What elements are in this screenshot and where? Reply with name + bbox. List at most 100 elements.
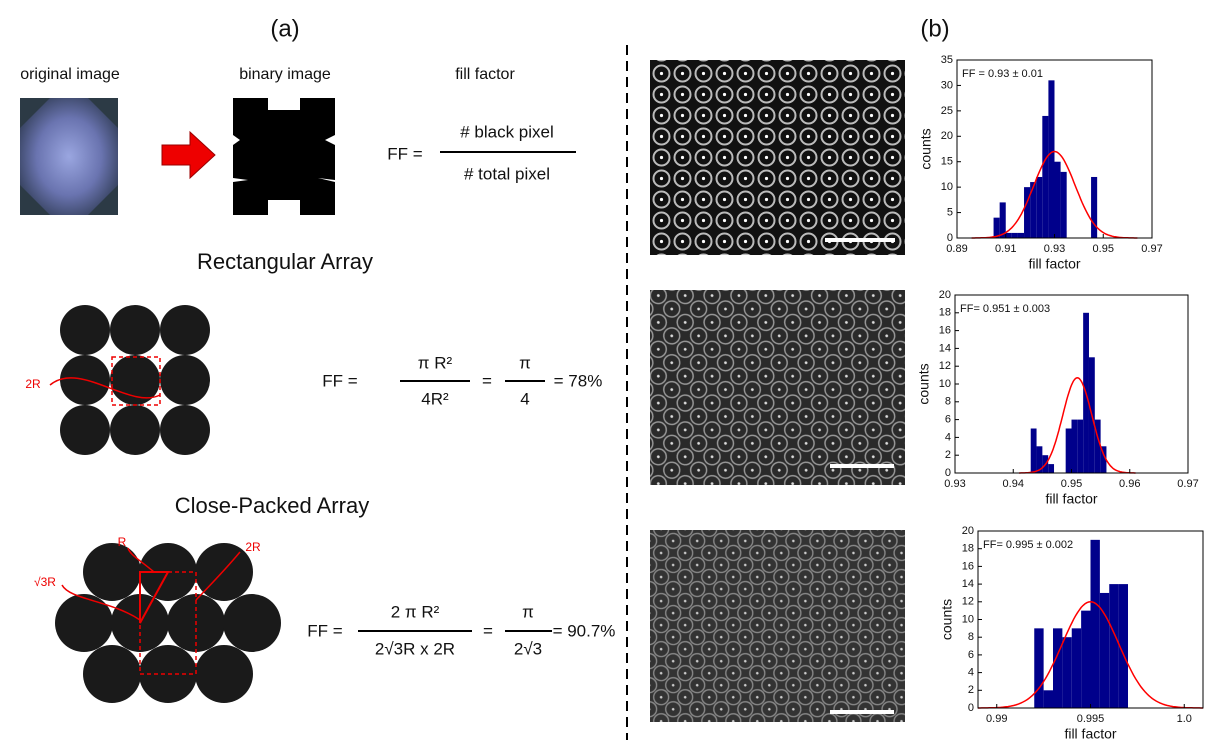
x-axis-label: fill factor bbox=[1028, 256, 1080, 272]
y-tick-label: 20 bbox=[941, 130, 953, 142]
formula-numerator: # black pixel bbox=[460, 122, 554, 141]
histograms: 0 5 10 15 20 25 30 35 0.89 0.91 0.93 0.95 0.97 fill f… bbox=[916, 54, 1203, 742]
y-tick-label: 14 bbox=[962, 578, 974, 590]
formula-denominator: 2√3R x 2R bbox=[375, 639, 455, 658]
y-tick-label: 15 bbox=[941, 156, 953, 168]
x-tick-label: 0.97 bbox=[1141, 243, 1162, 255]
y-tick-label: 0 bbox=[968, 702, 974, 714]
x-tick-label: 0.89 bbox=[946, 243, 967, 255]
y-tick-label: 30 bbox=[941, 79, 953, 91]
section-title: Close-Packed Array bbox=[175, 493, 369, 518]
annotation: FF= 0.995 ± 0.002 bbox=[983, 539, 1073, 551]
annotation: FF= 0.951 ± 0.003 bbox=[960, 303, 1050, 315]
formula-numerator: 2 π R² bbox=[391, 602, 440, 621]
x-tick-label: 0.95 bbox=[1093, 243, 1114, 255]
formula-denominator: 4R² bbox=[421, 389, 449, 408]
bar bbox=[1034, 628, 1043, 708]
y-tick-label: 12 bbox=[939, 360, 951, 372]
formula-denominator: 4 bbox=[520, 389, 529, 408]
y-tick-label: 2 bbox=[968, 684, 974, 696]
y-tick-label: 16 bbox=[962, 560, 974, 572]
formula-denominator: 2√3 bbox=[514, 639, 542, 658]
panel-label: (b) bbox=[920, 15, 949, 42]
bar bbox=[1048, 80, 1054, 238]
x-tick-label: 0.97 bbox=[1177, 478, 1198, 490]
formula-numerator: π R² bbox=[418, 353, 453, 372]
bar bbox=[1042, 116, 1048, 238]
bar bbox=[1062, 637, 1071, 708]
x-tick-label: 0.93 bbox=[1044, 243, 1065, 255]
y-tick-label: 6 bbox=[968, 649, 974, 661]
dimension-label: 2R bbox=[25, 377, 41, 391]
figure: (a) original image binary image fill fac… bbox=[0, 0, 1217, 747]
y-tick-label: 10 bbox=[941, 181, 953, 193]
x-tick-label: 0.94 bbox=[1003, 478, 1024, 490]
section-title: Rectangular Array bbox=[197, 249, 373, 274]
formula-lhs: FF = bbox=[387, 144, 422, 163]
formula-equals: = bbox=[482, 371, 492, 390]
bar bbox=[1066, 429, 1072, 474]
y-axis-label: counts bbox=[916, 363, 932, 404]
formula-numerator: π bbox=[519, 353, 531, 372]
x-tick-label: 0.91 bbox=[995, 243, 1016, 255]
bar bbox=[1031, 429, 1037, 474]
x-tick-label: 0.99 bbox=[986, 713, 1007, 725]
bar bbox=[1024, 187, 1030, 238]
bar bbox=[1091, 540, 1100, 708]
y-tick-label: 14 bbox=[939, 342, 951, 354]
x-tick-label: 1.0 bbox=[1177, 713, 1192, 725]
y-axis-label: counts bbox=[918, 128, 934, 169]
x-tick-label: 0.93 bbox=[944, 478, 965, 490]
y-tick-label: 6 bbox=[945, 414, 951, 426]
x-tick-label: 0.995 bbox=[1077, 713, 1105, 725]
y-tick-label: 16 bbox=[939, 325, 951, 337]
annotation: FF = 0.93 ± 0.01 bbox=[962, 68, 1043, 80]
micrograph bbox=[650, 290, 905, 485]
y-tick-label: 35 bbox=[941, 54, 953, 66]
arrow bbox=[162, 132, 215, 178]
bar bbox=[1109, 584, 1118, 708]
y-tick-label: 8 bbox=[968, 631, 974, 643]
y-tick-label: 18 bbox=[939, 307, 951, 319]
y-tick-label: 10 bbox=[939, 378, 951, 390]
y-tick-label: 8 bbox=[945, 396, 951, 408]
bar bbox=[1006, 233, 1012, 238]
x-axis-label: fill factor bbox=[1064, 726, 1116, 742]
image-label: fill factor bbox=[455, 66, 515, 83]
y-axis-label: counts bbox=[939, 599, 955, 640]
original-image bbox=[20, 98, 118, 215]
y-tick-label: 25 bbox=[941, 105, 953, 117]
dimension-label: 2R bbox=[245, 540, 261, 554]
binary-image bbox=[233, 98, 335, 215]
formula-equals: = bbox=[483, 621, 493, 640]
x-tick-label: 0.95 bbox=[1061, 478, 1082, 490]
formula-result: = 78% bbox=[554, 371, 603, 390]
bar bbox=[1072, 628, 1081, 708]
dimension-label: √3R bbox=[34, 575, 56, 589]
bar bbox=[1081, 611, 1090, 708]
formula-lhs: FF = bbox=[322, 371, 357, 390]
bar bbox=[1018, 233, 1024, 238]
y-tick-label: 4 bbox=[945, 431, 951, 443]
x-axis-label: fill factor bbox=[1045, 491, 1097, 507]
bar bbox=[1044, 690, 1053, 708]
y-tick-label: 20 bbox=[962, 525, 974, 537]
bar bbox=[1072, 420, 1078, 473]
formula-numerator: π bbox=[522, 602, 534, 621]
y-tick-label: 4 bbox=[968, 667, 974, 679]
panel-label: (a) bbox=[270, 15, 299, 42]
bar bbox=[1055, 162, 1061, 238]
bar bbox=[1048, 464, 1054, 473]
y-tick-label: 10 bbox=[962, 613, 974, 625]
micrograph bbox=[650, 60, 905, 255]
formula-lhs: FF = bbox=[307, 621, 342, 640]
close-packed-circles bbox=[55, 543, 281, 703]
image-label: original image bbox=[20, 66, 120, 83]
dimension-label: R bbox=[118, 535, 127, 549]
image-label: binary image bbox=[239, 66, 331, 83]
bar bbox=[1012, 233, 1018, 238]
y-tick-label: 12 bbox=[962, 596, 974, 608]
y-tick-label: 5 bbox=[947, 206, 953, 218]
bar bbox=[1036, 177, 1042, 238]
y-tick-label: 20 bbox=[939, 289, 951, 301]
